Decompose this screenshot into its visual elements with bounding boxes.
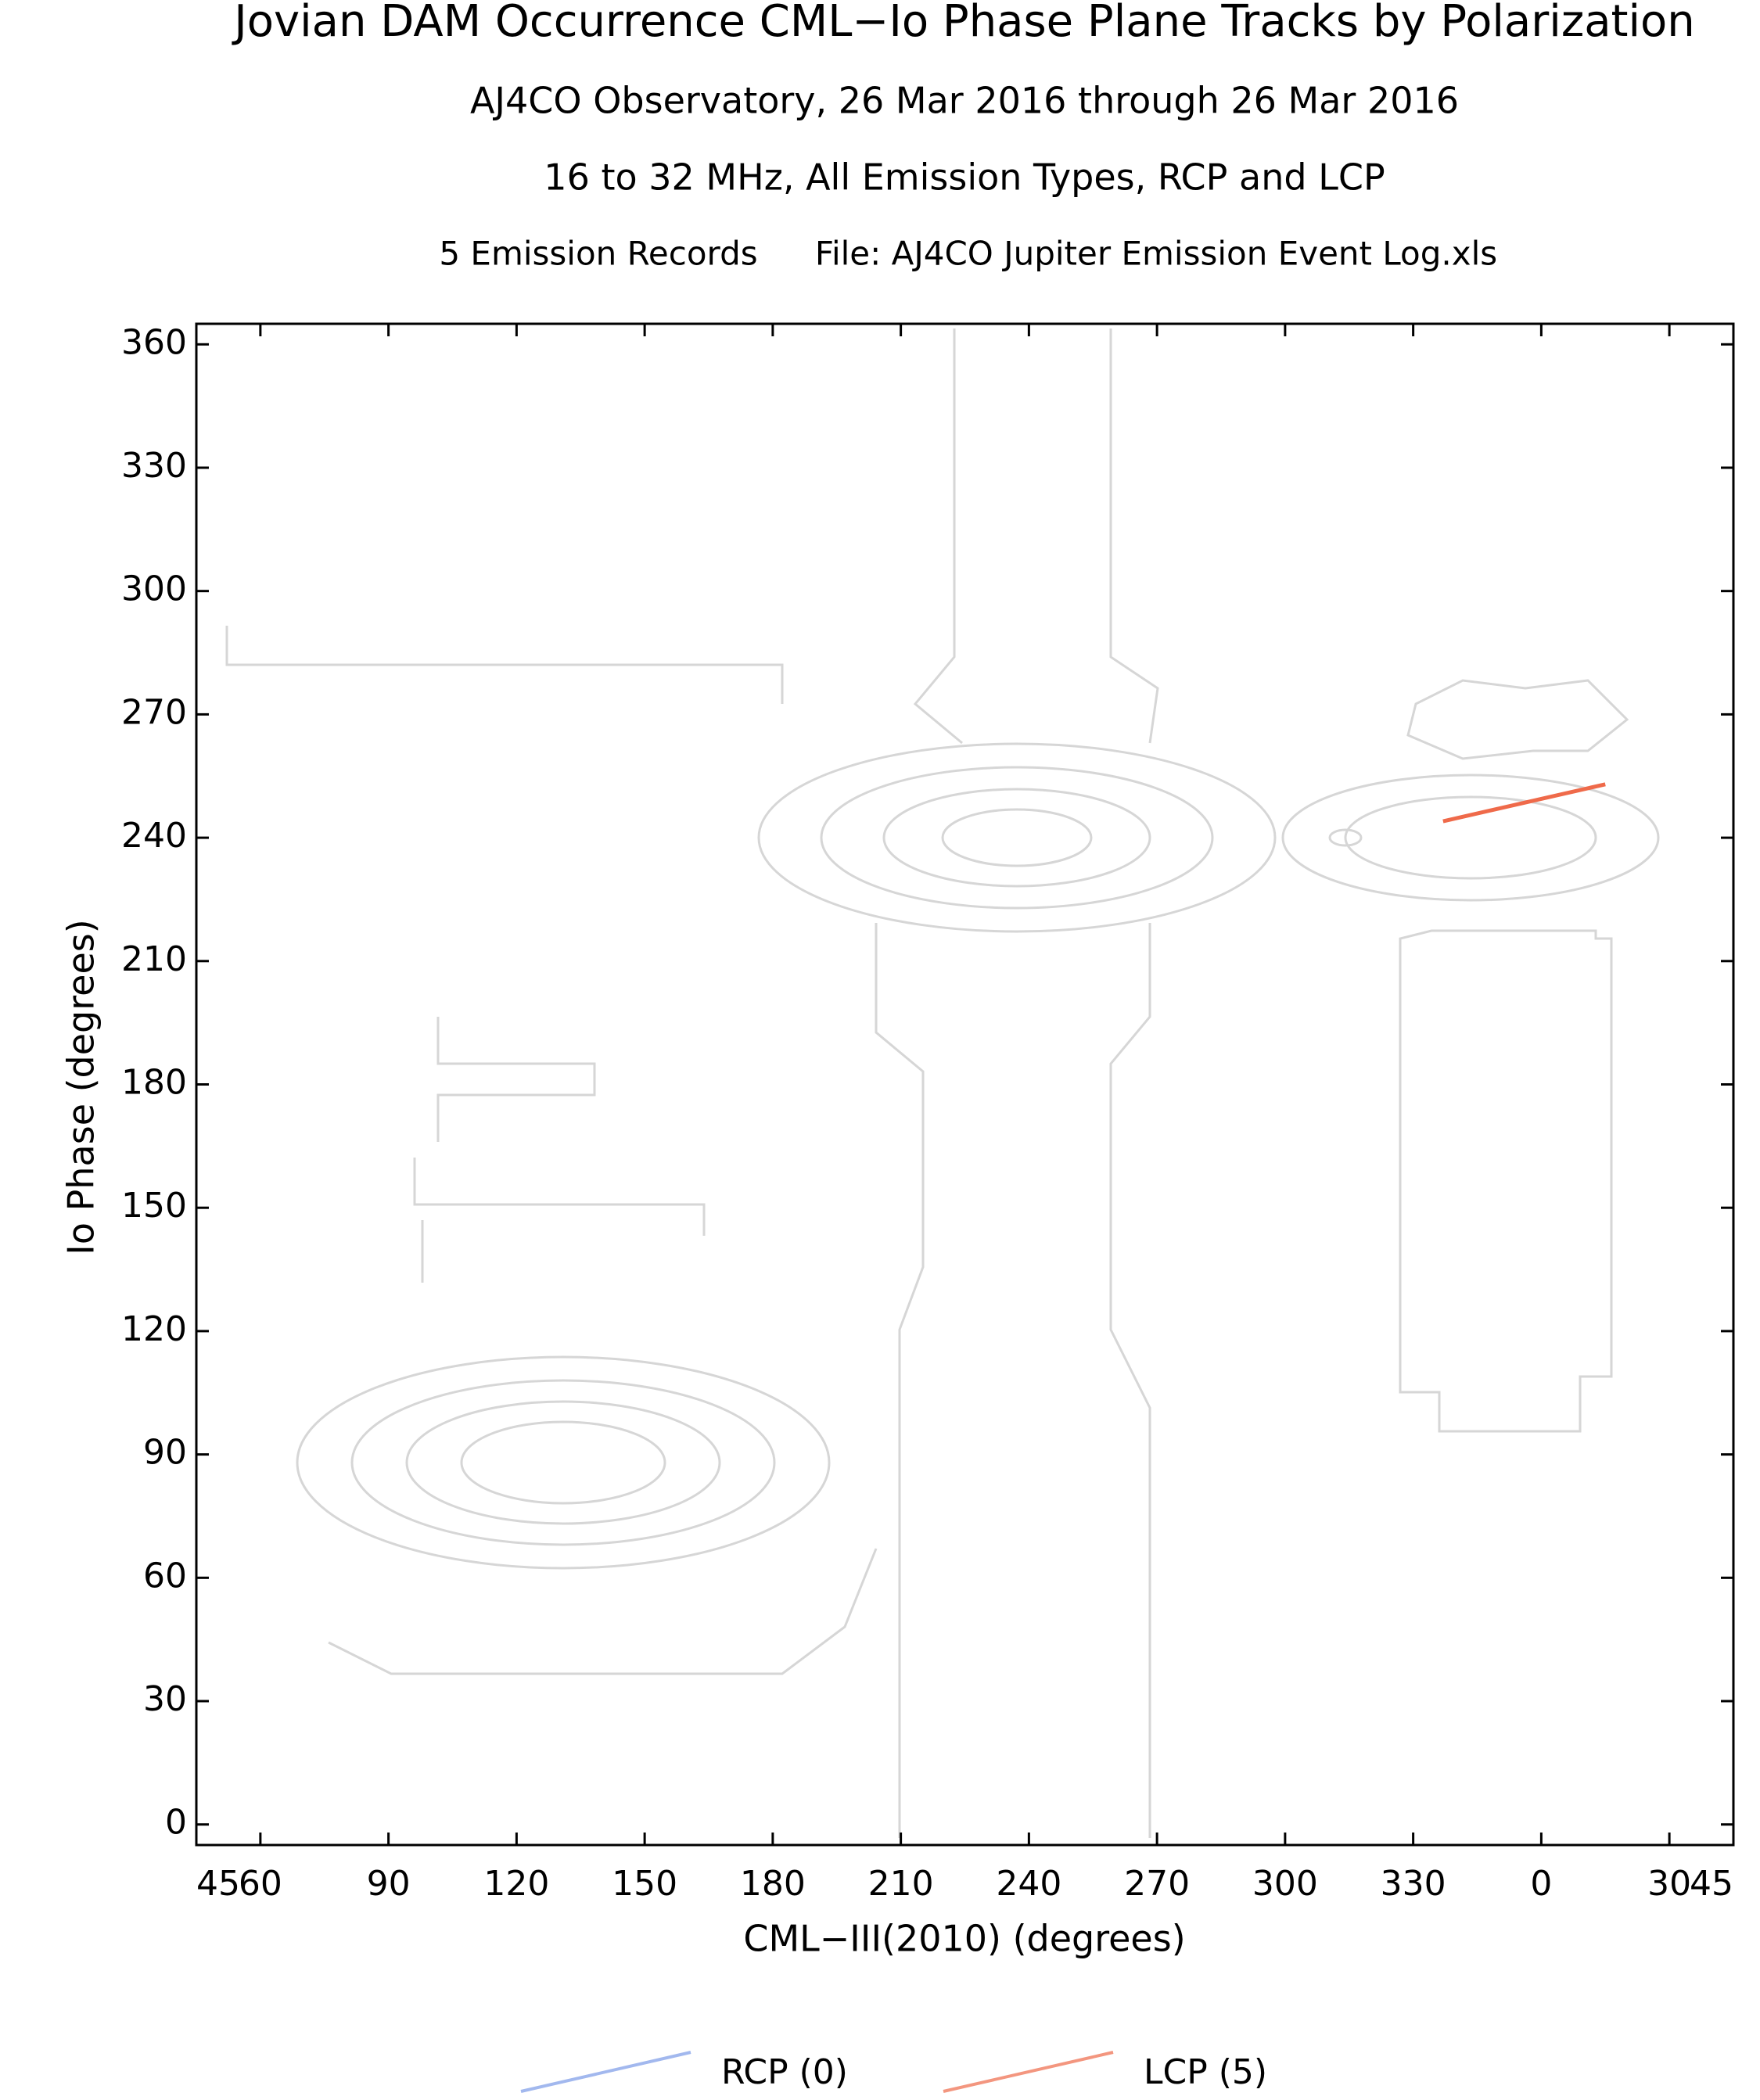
y-tick-label: 90 <box>143 1433 187 1473</box>
x-tick-label: 240 <box>996 1864 1061 1904</box>
y-tick-label: 330 <box>121 446 187 486</box>
x-tick-label: 45 <box>1690 1864 1733 1904</box>
x-tick-label: 120 <box>483 1864 549 1904</box>
y-tick-label: 210 <box>121 939 187 979</box>
contour <box>296 1355 831 1570</box>
x-tick-label: 330 <box>1381 1864 1446 1904</box>
contour <box>882 788 1151 888</box>
chart-subtitle: 16 to 32 MHz, All Emission Types, RCP an… <box>544 156 1385 199</box>
x-axis-label: CML−III(2010) (degrees) <box>743 1918 1185 1960</box>
chart-title: Jovian DAM Occurrence CML−Io Phase Plane… <box>232 0 1695 47</box>
contour <box>1406 679 1629 760</box>
contour <box>460 1420 666 1505</box>
y-tick-label: 180 <box>121 1063 187 1103</box>
contour <box>413 1017 706 1283</box>
contour <box>225 626 784 704</box>
plot-frame <box>195 322 1735 1847</box>
legend-swatch <box>943 2051 1114 2093</box>
file-note: File: AJ4CO Jupiter Emission Event Log.x… <box>815 235 1497 273</box>
y-tick-label: 270 <box>121 692 187 732</box>
series-line <box>1442 782 1606 824</box>
x-tick-label: 45 <box>196 1864 240 1904</box>
contour <box>350 1379 776 1546</box>
contour <box>1344 795 1597 880</box>
contour <box>1328 828 1363 847</box>
contour <box>875 923 1151 1838</box>
y-tick-label: 0 <box>165 1803 187 1843</box>
records-note: 5 Emission Records <box>439 235 757 273</box>
x-tick-label: 90 <box>367 1864 411 1904</box>
x-tick-label: 300 <box>1252 1864 1318 1904</box>
x-tick-label: 180 <box>740 1864 806 1904</box>
y-axis-label: Io Phase (degrees) <box>60 919 102 1255</box>
contour <box>328 1548 878 1675</box>
y-tick-label: 300 <box>121 569 187 609</box>
contour <box>1399 929 1613 1433</box>
y-tick-label: 120 <box>121 1309 187 1349</box>
y-tick-label: 30 <box>143 1679 187 1719</box>
x-tick-label: 210 <box>868 1864 934 1904</box>
legend-label: LCP (5) <box>1144 2052 1267 2092</box>
y-tick-label: 240 <box>121 816 187 856</box>
contour <box>820 766 1214 910</box>
contour <box>405 1400 721 1525</box>
x-tick-label: 150 <box>612 1864 677 1904</box>
x-tick-label: 60 <box>239 1864 282 1904</box>
x-tick-label: 0 <box>1530 1864 1552 1904</box>
legend-label: RCP (0) <box>721 2052 848 2092</box>
chart-subtitle: AJ4CO Observatory, 26 Mar 2016 through 2… <box>470 80 1459 122</box>
x-tick-label: 270 <box>1124 1864 1190 1904</box>
contour <box>941 808 1093 867</box>
contour <box>1281 774 1660 902</box>
contour <box>913 328 1159 745</box>
x-tick-label: 30 <box>1647 1864 1691 1904</box>
y-tick-label: 360 <box>121 322 187 362</box>
contour <box>757 742 1277 933</box>
occurrence-contours <box>225 328 1660 1838</box>
y-tick-label: 60 <box>143 1556 187 1596</box>
y-tick-label: 150 <box>121 1186 187 1226</box>
legend-swatch <box>520 2051 691 2093</box>
